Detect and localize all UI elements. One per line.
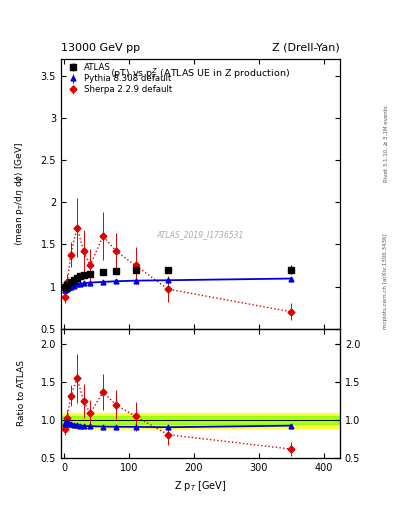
Y-axis label: $\langle$mean p$_\mathrm{T}$/d$\eta$ d$\phi\rangle$ [GeV]: $\langle$mean p$_\mathrm{T}$/d$\eta$ d$\…	[13, 142, 26, 246]
X-axis label: Z p$_T$ [GeV]: Z p$_T$ [GeV]	[174, 479, 227, 493]
Text: Rivet 3.1.10, ≥ 3.1M events: Rivet 3.1.10, ≥ 3.1M events	[384, 105, 388, 182]
Text: Z (Drell-Yan): Z (Drell-Yan)	[272, 42, 340, 53]
Bar	[61, 413, 340, 428]
Bar	[61, 416, 340, 424]
Text: 13000 GeV pp: 13000 GeV pp	[61, 42, 140, 53]
Legend: ATLAS, Pythia 8.308 default, Sherpa 2.2.9 default: ATLAS, Pythia 8.308 default, Sherpa 2.2.…	[64, 61, 174, 96]
Text: mcplots.cern.ch [arXiv:1306.3436]: mcplots.cern.ch [arXiv:1306.3436]	[384, 234, 388, 329]
Y-axis label: Ratio to ATLAS: Ratio to ATLAS	[17, 360, 26, 426]
Text: $\langle$pT$\rangle$ vs p$_T^Z$ (ATLAS UE in Z production): $\langle$pT$\rangle$ vs p$_T^Z$ (ATLAS U…	[110, 67, 290, 82]
Text: ATLAS_2019_I1736531: ATLAS_2019_I1736531	[157, 230, 244, 239]
